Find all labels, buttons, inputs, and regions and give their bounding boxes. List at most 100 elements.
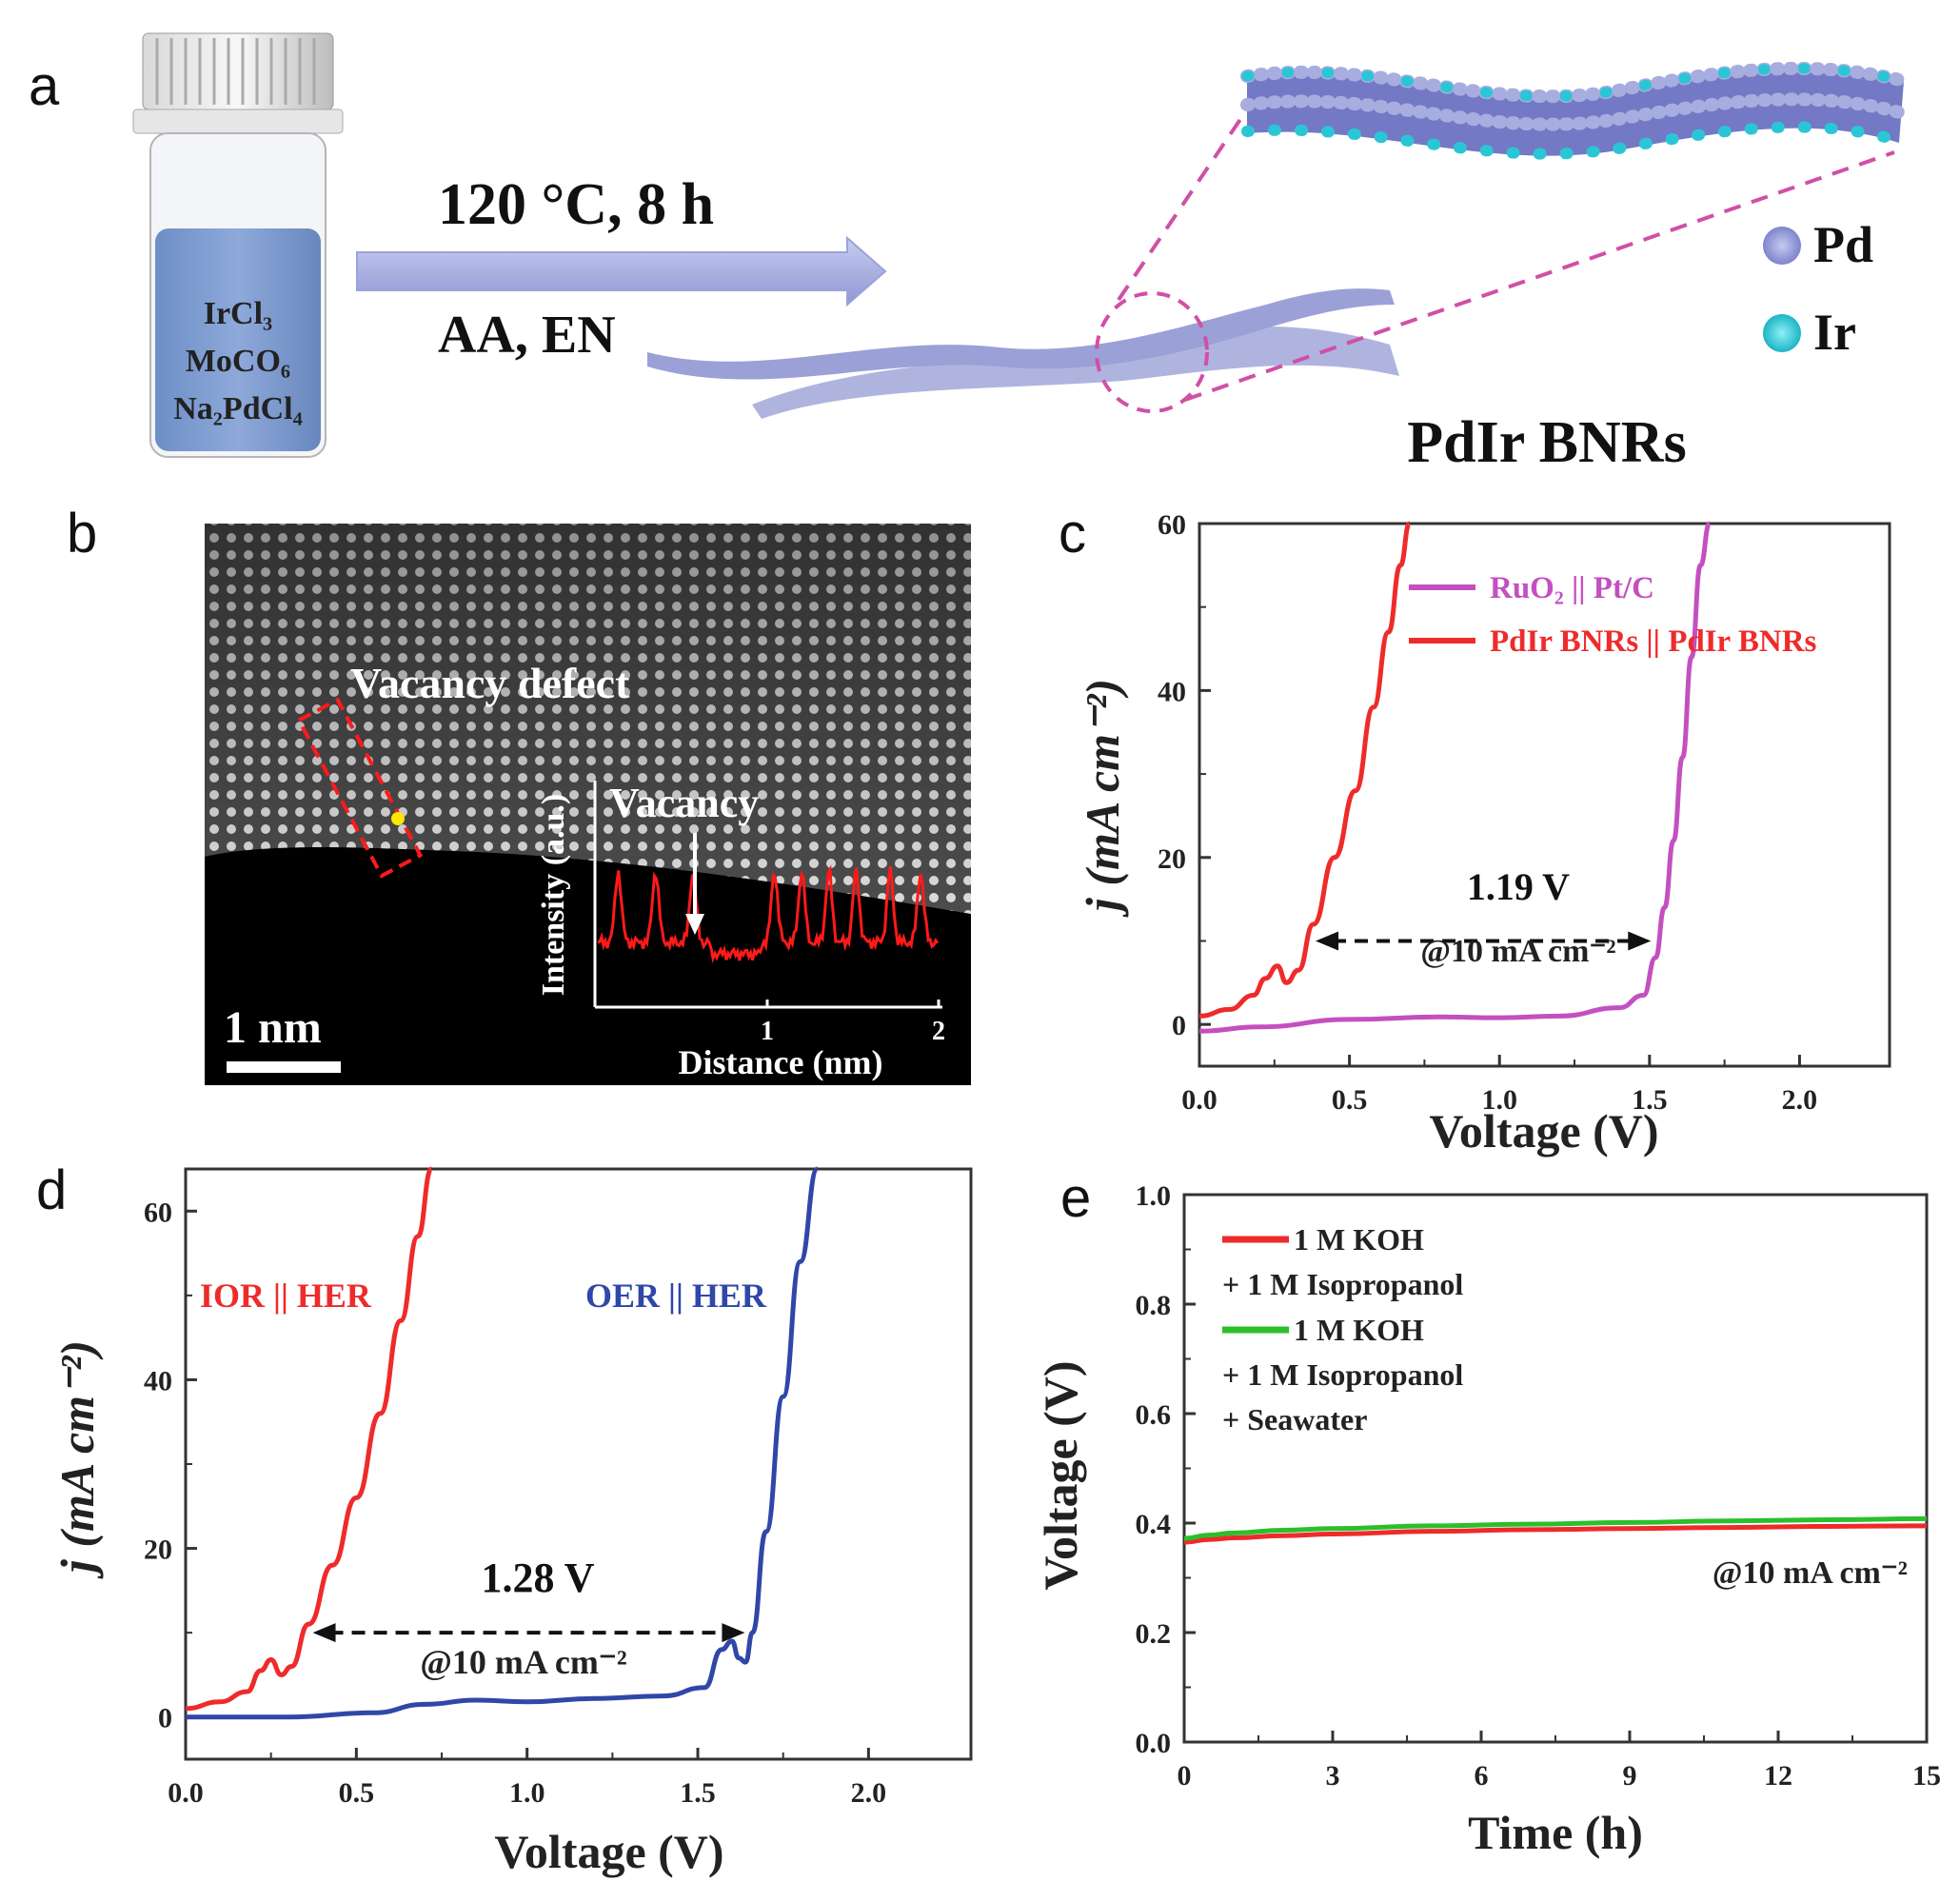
vial-line-2: MoCO₆ [186, 344, 290, 379]
y-tick-label: 0.4 [1136, 1509, 1172, 1540]
vial-line-1: IrCl₃ [204, 296, 273, 331]
x-tick-label: 2.0 [1782, 1084, 1818, 1116]
legend-label-pdir: PdIr BNRs || PdIr BNRs [1490, 624, 1817, 659]
product-label: PdIr BNRs [1407, 410, 1686, 475]
condition-label: @10 mA cm⁻² [1713, 1555, 1908, 1591]
y-tick-label: 0 [158, 1703, 172, 1734]
x-tick-label: 0.0 [1181, 1084, 1218, 1116]
series-label-ior: IOR || HER [200, 1277, 372, 1315]
y-axis-label: j (mA cm⁻²) [50, 1340, 104, 1579]
x-tick-label: 12 [1764, 1760, 1792, 1792]
y-tick-label: 20 [1158, 843, 1186, 875]
y-tick-label: 60 [144, 1197, 172, 1228]
x-tick-label: 1.5 [680, 1777, 716, 1809]
gap-arrow-head-right [1628, 931, 1652, 951]
legend-label-ruo2: RuO₂ || Pt/C [1490, 571, 1654, 605]
x-tick-label: 9 [1623, 1760, 1637, 1792]
series-label-oer: OER || HER [585, 1277, 767, 1315]
legend-ir: Ir [1813, 304, 1856, 361]
y-tick-label: 0.8 [1136, 1290, 1172, 1321]
inset-tick-2: 2 [932, 1017, 945, 1046]
y-tick-label: 40 [144, 1365, 172, 1396]
x-axis-label: Voltage (V) [1429, 1104, 1658, 1158]
series-line-1 [1198, 521, 1413, 1019]
legend-pd: Pd [1813, 216, 1873, 273]
x-tick-label: 2.0 [851, 1777, 887, 1809]
gap-arrow-head-left [312, 1623, 336, 1643]
legend-line-isopropanol: + 1 M Isopropanol [1222, 1267, 1463, 1301]
x-tick-label: 1.5 [1632, 1084, 1668, 1116]
inset-x-label: Distance (nm) [679, 1043, 883, 1081]
y-tick-label: 0 [1172, 1010, 1186, 1041]
panel-e-chart: e 0 3 6 9 12 15 0.0 0.2 0.4 0.6 0.8 1.0 Time (h) Vo… [1034, 1167, 1941, 1859]
x-tick-label: 6 [1475, 1760, 1489, 1792]
series-line-1 [1183, 1515, 1928, 1541]
scale-bar-label: 1 nm [224, 1002, 322, 1053]
x-tick-label: 1.0 [1481, 1084, 1517, 1116]
y-tick-label: 40 [1158, 676, 1186, 707]
panel-c-letter: c [1059, 503, 1086, 564]
x-tick-label: 0.5 [1332, 1084, 1368, 1116]
vacancy-label: Vacancy [609, 780, 759, 826]
x-tick-label: 0.5 [339, 1777, 375, 1809]
stem-image [205, 524, 971, 1085]
vial-icon [132, 32, 344, 458]
gap-condition: @10 mA cm⁻² [1420, 934, 1615, 969]
inset-y-label: Intensity (a.u.) [536, 794, 571, 997]
y-tick-label: 1.0 [1136, 1180, 1172, 1212]
panel-b: b Vacancy defect 1 2 Distance (nm) Inten… [67, 503, 971, 1085]
panel-e-letter: e [1060, 1167, 1091, 1229]
zoom-circle [1095, 291, 1209, 413]
x-axis-label: Voltage (V) [494, 1825, 723, 1878]
panel-a-letter: a [29, 55, 60, 117]
plot-frame [1198, 522, 1891, 1068]
series-line-0 [185, 1166, 434, 1712]
gap-value: 1.19 V [1467, 865, 1570, 908]
pd-atom-icon [1763, 227, 1801, 265]
series-line-0 [1183, 1523, 1928, 1545]
series-line-0 [1198, 521, 1713, 1034]
y-tick-label: 0.0 [1136, 1728, 1172, 1759]
gap-arrow-head-right [722, 1623, 745, 1643]
x-tick-label: 0 [1178, 1760, 1192, 1792]
vial-line-3: Na₂PdCl₄ [173, 391, 303, 426]
y-tick-label: 0.2 [1136, 1618, 1172, 1650]
vacancy-defect-label: Vacancy defect [350, 659, 630, 707]
nanoribbon-icon [647, 288, 1399, 419]
x-tick-label: 15 [1912, 1760, 1941, 1792]
gap-value: 1.28 V [482, 1554, 595, 1601]
legend-line-seawater: + Seawater [1222, 1402, 1367, 1436]
panel-c-chart: c 0.0 0.5 1.0 1.5 2.0 0 20 40 60 Voltage (V) j (… [1059, 503, 1891, 1158]
x-tick-label: 0.0 [168, 1777, 204, 1809]
y-axis-label: Voltage (V) [1034, 1360, 1087, 1590]
y-tick-label: 60 [1158, 509, 1186, 541]
inset-tick-1: 1 [761, 1017, 774, 1046]
legend-line-isopropanol-2: + 1 M Isopropanol [1222, 1357, 1463, 1392]
reaction-arrow-icon [356, 235, 887, 307]
ir-atom-icon [1763, 314, 1801, 352]
intensity-inset [593, 781, 942, 1009]
series-line-1 [185, 1166, 821, 1720]
vacancy-box [296, 697, 424, 879]
panel-d-chart: d 0.0 0.5 1.0 1.5 2.0 0 20 40 60 Voltage (V) j (… [36, 1159, 973, 1878]
atomic-ribbon [1240, 61, 1911, 160]
zoom-line-right [1184, 150, 1895, 402]
x-tick-label: 1.0 [509, 1777, 545, 1809]
panel-b-letter: b [67, 503, 97, 564]
legend-label-koh-2: 1 M KOH [1294, 1313, 1424, 1347]
y-tick-label: 0.6 [1136, 1399, 1172, 1431]
panel-d-letter: d [36, 1159, 67, 1221]
reaction-condition-bottom: AA, EN [438, 306, 616, 365]
y-axis-label: j (mA cm⁻²) [1076, 679, 1129, 918]
panel-a: a IrCl₃ MoCO₆ Na₂PdCl₄ 120 °C, 8 h AA, E… [29, 32, 1911, 475]
zoom-line-left [1117, 108, 1249, 302]
legend-label-koh: 1 M KOH [1294, 1222, 1424, 1257]
vacancy-arrow-head [685, 914, 704, 935]
x-tick-label: 3 [1326, 1760, 1340, 1792]
gap-condition: @10 mA cm⁻² [420, 1643, 626, 1681]
vacancy-dot [391, 812, 405, 825]
scale-bar [227, 1061, 341, 1073]
gap-arrow-head-left [1316, 931, 1339, 951]
x-axis-label: Time (h) [1468, 1806, 1643, 1859]
reaction-condition-top: 120 °C, 8 h [438, 172, 714, 237]
